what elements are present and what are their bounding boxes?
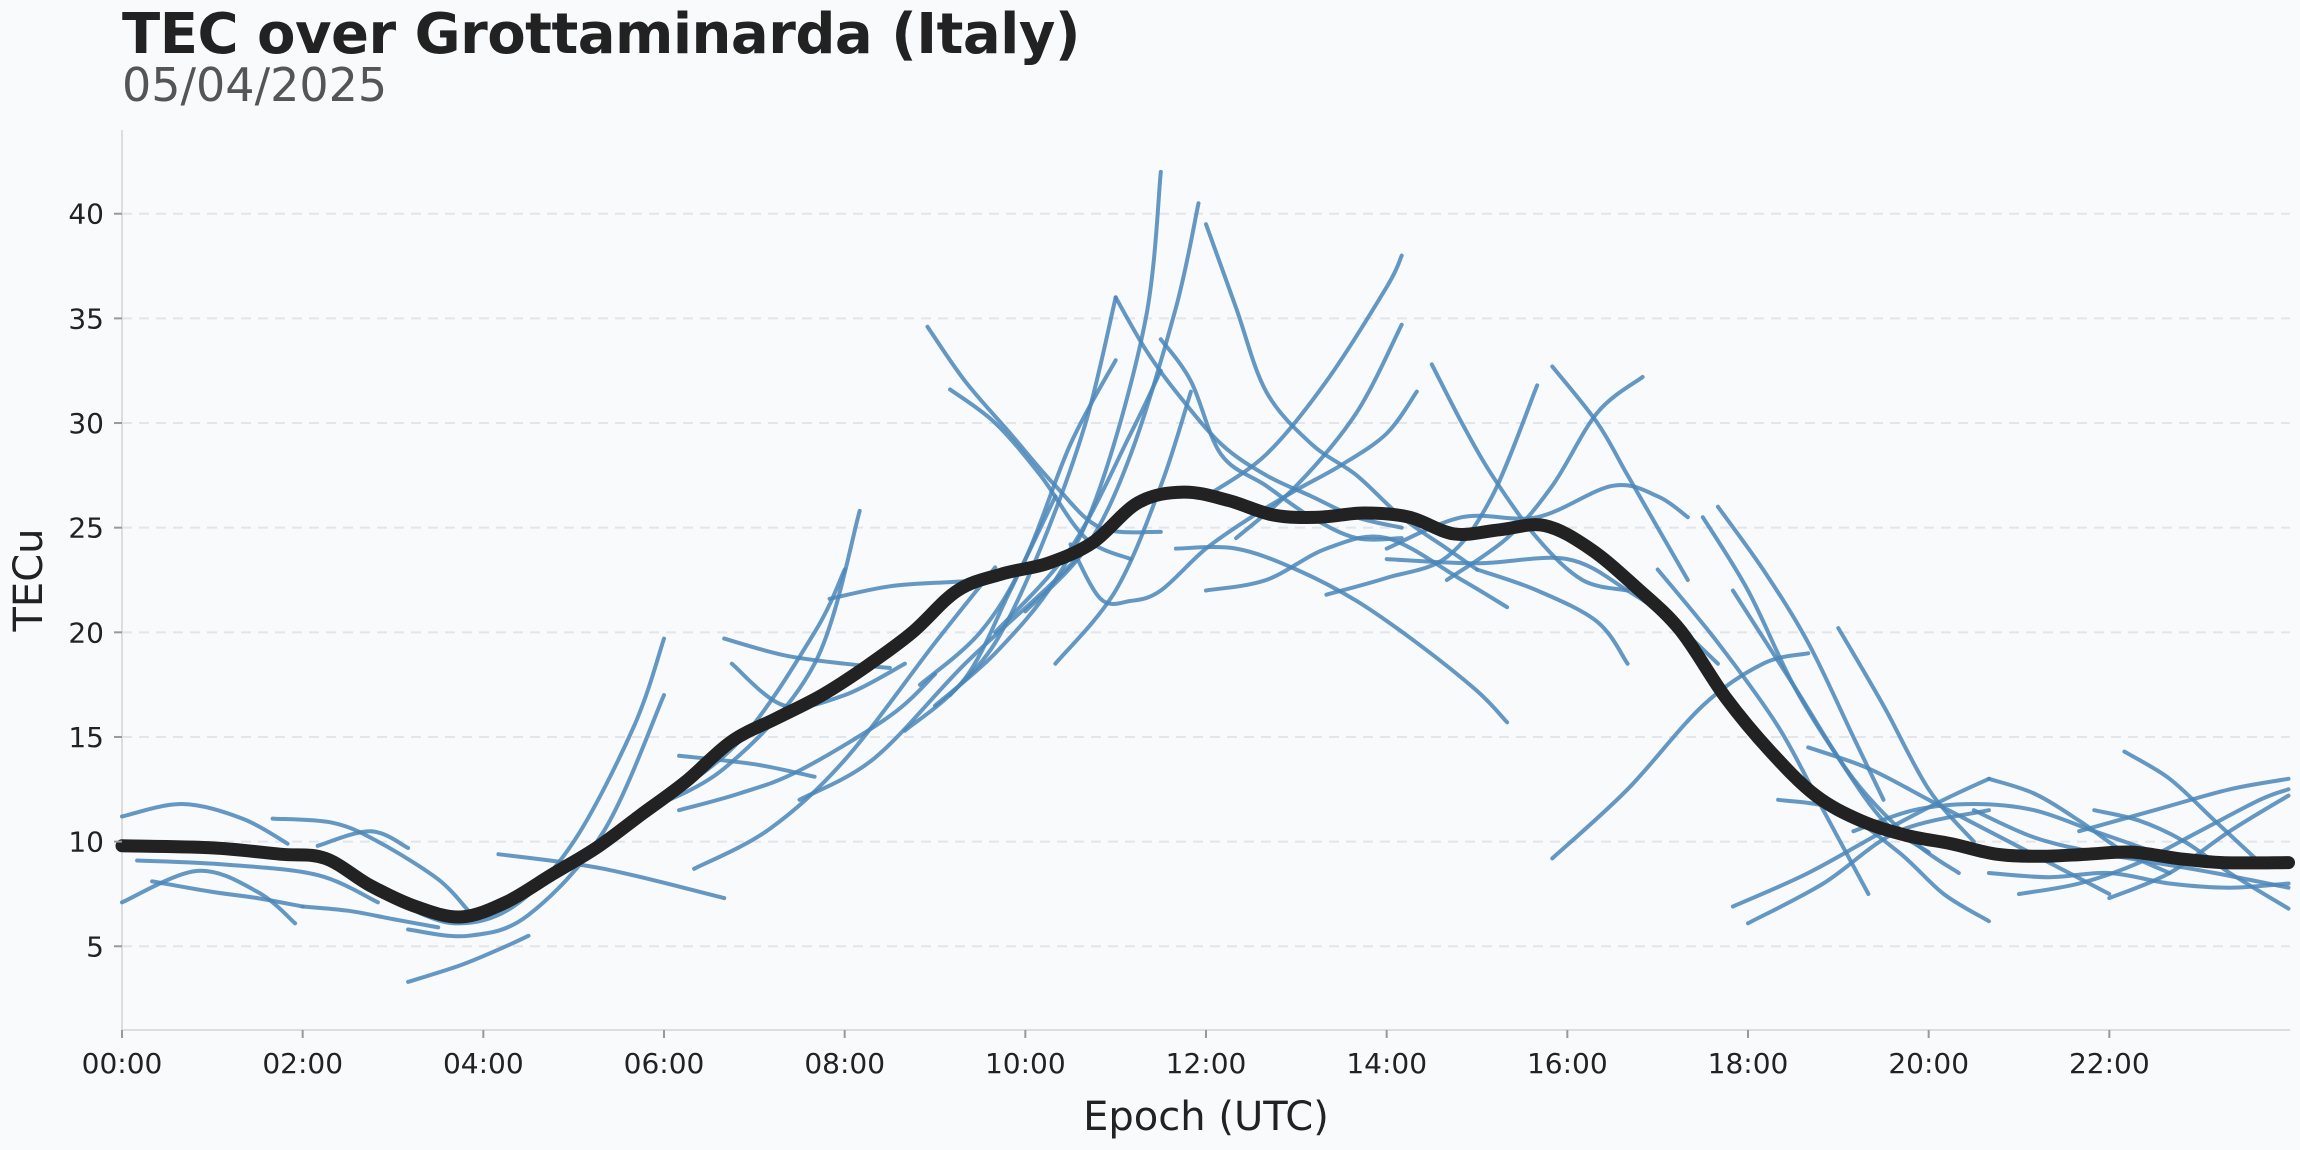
x-tick-label: 10:00 bbox=[985, 1047, 1066, 1080]
satellite-arc-line bbox=[948, 295, 1118, 698]
satellite-arc-line bbox=[120, 868, 298, 926]
satellite-arc-line bbox=[1204, 222, 1479, 572]
grid-lines bbox=[122, 212, 2290, 948]
satellite-arc-line bbox=[135, 858, 380, 905]
x-axis-title: Epoch (UTC) bbox=[1083, 1094, 1329, 1140]
satellite-arc-line bbox=[1746, 808, 1991, 926]
x-tick-label: 04:00 bbox=[443, 1047, 524, 1080]
x-tick-label: 14:00 bbox=[1346, 1047, 1427, 1080]
satellite-arc-line bbox=[1444, 375, 1645, 582]
chart-subtitle: 05/04/2025 bbox=[122, 58, 388, 112]
satellite-arc-line bbox=[406, 933, 531, 984]
satellite-arc-line bbox=[1068, 389, 1419, 607]
satellite-arc-line bbox=[1550, 364, 1690, 582]
y-tick-label: 25 bbox=[68, 512, 104, 545]
satellite-arc-line bbox=[677, 672, 937, 813]
satellite-arc-line bbox=[2017, 787, 2291, 896]
y-tick-label: 10 bbox=[68, 826, 104, 859]
satellite-arc-line bbox=[1023, 201, 1201, 614]
x-tick-label: 20:00 bbox=[1888, 1047, 1969, 1080]
x-tick-label: 22:00 bbox=[2069, 1047, 2150, 1080]
x-tick-label: 02:00 bbox=[262, 1047, 343, 1080]
satellite-arc-line bbox=[2107, 793, 2291, 901]
satellite-arc-line bbox=[1851, 801, 2157, 855]
x-tick-label: 12:00 bbox=[1166, 1047, 1247, 1080]
y-tick-label: 5 bbox=[86, 930, 104, 963]
satellite-arc-line bbox=[993, 368, 1163, 635]
satellite-arc-line bbox=[692, 565, 998, 871]
satellite-arc-line bbox=[1173, 545, 1510, 725]
y-tick-label: 40 bbox=[68, 198, 104, 231]
satellite-arc-line bbox=[1204, 534, 1510, 610]
satellite-arc-line bbox=[406, 693, 666, 939]
satellite-arc-line bbox=[150, 879, 305, 909]
satellite-arc-line bbox=[1655, 567, 1871, 896]
y-tick-label: 20 bbox=[68, 616, 104, 649]
x-tick-label: 06:00 bbox=[624, 1047, 705, 1080]
y-tick-label: 15 bbox=[68, 721, 104, 754]
satellite-arc-line bbox=[917, 358, 1118, 687]
satellite-arc-line bbox=[1204, 253, 1404, 499]
satellite-arc-line bbox=[1550, 651, 1811, 861]
satellite-arc-line bbox=[925, 324, 1163, 535]
satellite-arc-line bbox=[1429, 362, 1630, 593]
y-axis-title: TECu bbox=[6, 529, 52, 633]
satellite-arcs bbox=[120, 169, 2291, 984]
y-tick-label: 35 bbox=[68, 302, 104, 335]
satellite-arc-line bbox=[315, 829, 411, 850]
mean-tec-line bbox=[115, 485, 2295, 924]
y-tick-label: 30 bbox=[68, 407, 104, 440]
satellite-arc-line bbox=[120, 801, 290, 846]
satellite-arc-line bbox=[571, 567, 847, 863]
satellite-arc-line bbox=[1730, 588, 1961, 875]
x-tick-label: 08:00 bbox=[804, 1047, 885, 1080]
satellite-arc-line bbox=[1324, 383, 1540, 597]
x-tick-label: 18:00 bbox=[1708, 1047, 1789, 1080]
satellite-arc-line bbox=[1806, 745, 2112, 896]
satellite-arc-line bbox=[391, 636, 666, 926]
x-tick-labels: 00:00 02:00 04:00 06:00 08:00 10:00 12:00 14:00… bbox=[82, 1030, 2150, 1080]
satellite-arc-line bbox=[1475, 567, 1630, 666]
satellite-arc-line bbox=[300, 904, 441, 930]
satellite-arc-line bbox=[933, 169, 1163, 708]
satellite-arc-line bbox=[1053, 389, 1193, 666]
x-tick-label: 16:00 bbox=[1527, 1047, 1608, 1080]
satellite-arc-line bbox=[1384, 483, 1690, 551]
satellite-arc-line bbox=[1836, 626, 1976, 844]
satellite-arc-line bbox=[1986, 870, 2291, 890]
y-tick-labels: 5 10 15 20 25 30 35 40 bbox=[68, 198, 122, 963]
satellite-arc-line bbox=[2077, 776, 2291, 834]
satellite-arc-line bbox=[1715, 504, 1886, 802]
satellite-arc-line bbox=[270, 816, 471, 913]
satellite-arc-line bbox=[496, 852, 727, 901]
satellite-arc-line bbox=[677, 753, 817, 779]
x-tick-label: 00:00 bbox=[82, 1047, 163, 1080]
chart-title: TEC over Grottaminarda (Italy) bbox=[122, 2, 1080, 67]
mean-layer bbox=[115, 485, 2295, 924]
